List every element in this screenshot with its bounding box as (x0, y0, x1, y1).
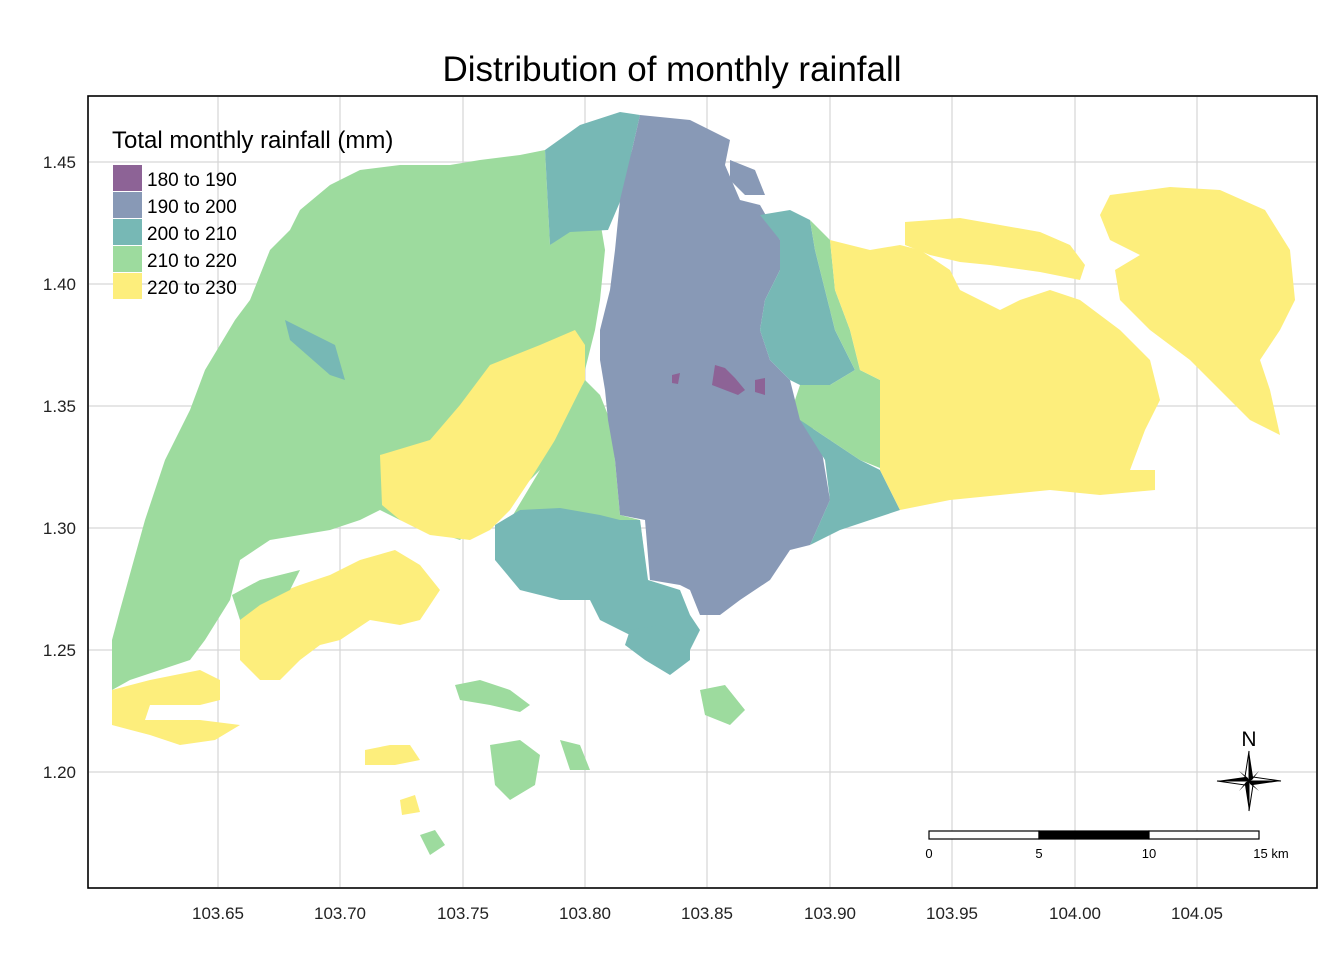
scale-label: 5 (1035, 846, 1042, 861)
region-central3-180-190 (672, 373, 680, 384)
island-4-220-230 (400, 795, 420, 815)
region-central-210-220 (510, 380, 645, 560)
y-axis: 1.45 1.40 1.35 1.30 1.25 1.20 (43, 153, 76, 782)
legend-title: Total monthly rainfall (mm) (112, 127, 393, 154)
y-tick-label: 1.35 (43, 397, 76, 416)
legend-label: 220 to 230 (147, 278, 237, 299)
legend-swatch (113, 219, 142, 245)
scale-bar: 0 5 10 15 km (925, 830, 1289, 861)
scale-segment (1038, 830, 1150, 840)
y-tick-label: 1.30 (43, 519, 76, 538)
scale-label: 15 km (1253, 846, 1288, 861)
region-east-220-230 (830, 240, 1160, 510)
region-jurong-210-220 (232, 570, 300, 620)
x-tick-label: 103.70 (314, 904, 366, 923)
scale-segment (928, 830, 1040, 840)
map-title: Distribution of monthly rainfall (442, 50, 901, 89)
x-tick-label: 103.95 (926, 904, 978, 923)
island-8-190-200 (730, 160, 765, 195)
region-central2-180-190 (755, 378, 765, 395)
x-tick-label: 103.90 (804, 904, 856, 923)
island-5-210-220 (420, 830, 445, 855)
region-east-210-220 (795, 220, 885, 470)
y-tick-label: 1.40 (43, 275, 76, 294)
island-1-210-220 (455, 680, 530, 712)
region-jurong-220-230 (240, 550, 440, 680)
x-tick-label: 103.65 (192, 904, 244, 923)
region-central-west-220-230 (380, 330, 585, 540)
legend-swatch (113, 192, 142, 218)
rainfall-regions (112, 112, 1295, 855)
x-tick-label: 104.00 (1049, 904, 1101, 923)
region-central-200-210 (495, 508, 700, 660)
island-7-210-220 (560, 740, 590, 770)
island-2-210-220 (490, 740, 540, 800)
y-tick-label: 1.20 (43, 763, 76, 782)
legend-label: 190 to 200 (147, 197, 237, 218)
y-tick-label: 1.45 (43, 153, 76, 172)
north-label: N (1241, 728, 1256, 751)
legend-swatch (113, 273, 142, 299)
x-tick-label: 103.75 (437, 904, 489, 923)
legend-label: 210 to 220 (147, 251, 237, 272)
scale-label: 0 (925, 846, 932, 861)
legend: Total monthly rainfall (mm) 180 to 190 1… (112, 127, 393, 299)
x-tick-label: 104.05 (1171, 904, 1223, 923)
region-central-180-190 (712, 365, 745, 395)
legend-label: 200 to 210 (147, 224, 237, 245)
region-west-water-channel (285, 320, 345, 380)
legend-swatch (113, 246, 142, 272)
y-tick-label: 1.25 (43, 641, 76, 660)
compass-rose-icon (1216, 750, 1282, 812)
legend-swatch (113, 165, 142, 191)
scale-label: 10 (1142, 846, 1156, 861)
region-east-200-210 (760, 210, 855, 385)
x-tick-label: 103.80 (559, 904, 611, 923)
island-3-220-230 (365, 745, 420, 765)
region-west-210-220 (112, 150, 605, 690)
legend-label: 180 to 190 (147, 170, 237, 191)
north-arrow: N (1216, 728, 1282, 812)
region-pulau-ubin-220-230 (905, 218, 1085, 280)
region-north-200-210 (545, 112, 640, 245)
x-axis: 103.65 103.70 103.75 103.80 103.85 103.9… (192, 904, 1223, 923)
x-tick-label: 103.85 (681, 904, 733, 923)
region-west-coast-220-230 (112, 670, 240, 745)
island-sentosa-200-210 (625, 625, 690, 675)
region-pulau-tekong-220-230 (1100, 187, 1295, 435)
scale-segment (1148, 830, 1260, 840)
region-east2-200-210 (800, 420, 900, 545)
island-6-210-220 (700, 685, 745, 725)
